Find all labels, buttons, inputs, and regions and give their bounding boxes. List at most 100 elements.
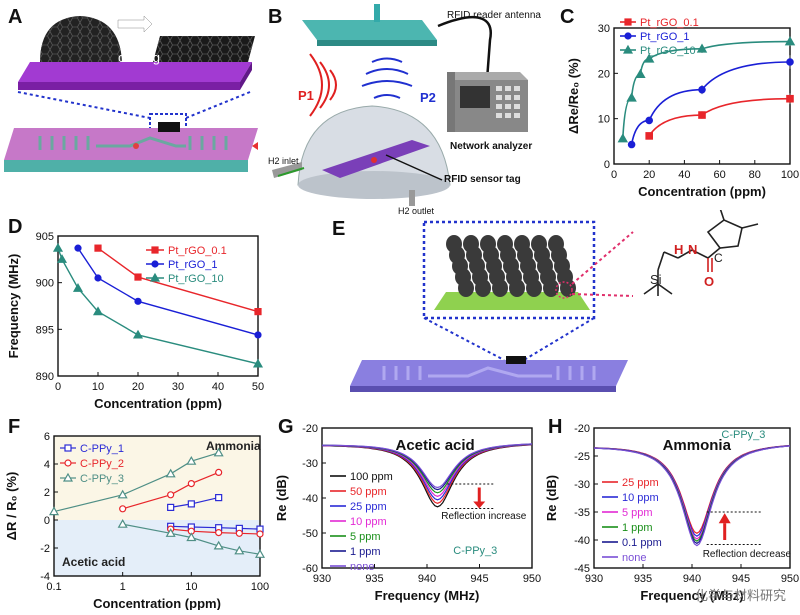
x-tick-label: 940 — [683, 573, 701, 585]
legend-label: 0.1 ppm — [622, 537, 662, 549]
h2-outlet-label: H2 outlet — [398, 206, 435, 215]
curve-none — [593, 445, 791, 547]
series-C-PPy_2 — [167, 525, 264, 538]
legend-label: 50 ppm — [350, 486, 387, 498]
rfid-tag-board-e — [350, 360, 628, 386]
chart-title: Ammonia — [663, 437, 732, 454]
plot-frame — [53, 435, 261, 577]
x-tick-label: 80 — [749, 169, 761, 181]
y-axis-label: Frequency (MHz) — [6, 254, 21, 359]
annotation-reflection: Reflection decrease — [703, 549, 792, 560]
y-tick-label: 0 — [44, 515, 50, 527]
legend-label: Pt_rGO_10 — [168, 273, 224, 285]
data-point — [254, 549, 266, 558]
legend-label: Pt_rGO_0.1 — [168, 245, 227, 257]
rfid-setup-illustration: RFID reader antenna Network analyzer P1 … — [268, 4, 541, 216]
y-axis-label: Re (dB) — [274, 475, 289, 521]
panel-label-d: D — [8, 216, 23, 238]
y-tick-label: 4 — [44, 459, 50, 471]
data-point — [626, 92, 637, 102]
legend-marker — [62, 472, 74, 482]
chart-d-frequency: 0 10 20 30 40 50 890 895 900 905 Concentration (pp… — [6, 231, 264, 411]
data-point — [698, 85, 706, 94]
tag-label: RFID sensor tag — [444, 174, 521, 185]
legend-marker — [64, 444, 72, 452]
x-tick-label: 20 — [643, 169, 655, 181]
x-tick-label: 0 — [611, 169, 617, 181]
annotation-reflection: Reflection increase — [441, 511, 526, 522]
chamber-dome — [297, 105, 451, 186]
legend-label: 1 ppm — [622, 522, 653, 534]
y-tick-label: 0 — [604, 159, 610, 171]
y-tick-label: 6 — [44, 431, 50, 443]
nanoparticle — [475, 279, 491, 297]
data-point — [256, 530, 264, 538]
x-tick-label: 930 — [585, 573, 603, 585]
chart-c-response: 0 20 40 60 80 100 0 10 20 30 Concentration (ppm) ΔR… — [566, 17, 799, 199]
spin-arrow-icon — [117, 15, 153, 33]
p2-label: P2 — [420, 90, 436, 105]
legend-label: 5 ppm — [622, 507, 653, 519]
x-tick-label: 940 — [418, 573, 436, 585]
series-C-PPy_3 — [117, 518, 266, 558]
x-tick-label: 10 — [185, 581, 197, 593]
data-point — [627, 140, 636, 149]
legend-label: C-PPy_2 — [80, 458, 124, 470]
atom-si: Si — [650, 272, 662, 287]
p1-label: P1 — [298, 88, 314, 103]
nanoparticle — [509, 279, 525, 297]
x-tick-label: 950 — [781, 573, 799, 585]
data-point — [119, 505, 127, 513]
data-point — [215, 468, 223, 477]
x-tick-label: 935 — [634, 573, 652, 585]
panel-g: G 930 935 940 945 950 -60 -50 -40 -30 -20 Frequenc… — [272, 410, 542, 610]
plot-frame — [57, 235, 259, 377]
legend-label: none — [350, 561, 374, 573]
panel-label-h: H — [548, 416, 563, 438]
ammonia-region — [54, 436, 260, 520]
x-axis-label: Concentration (ppm) — [93, 596, 221, 610]
chart-h-ammonia: 930 935 940 945 950 -45 -40 -35 -30 -25 -20 Frequen… — [544, 423, 799, 603]
data-point — [786, 58, 794, 66]
series-Pt_rGO_10 — [52, 242, 264, 368]
data-point — [698, 111, 706, 119]
arrow-down-icon — [473, 501, 486, 509]
series-none — [321, 443, 533, 489]
x-axis-label: Concentration (ppm) — [94, 396, 222, 410]
nanoparticle — [492, 279, 508, 297]
y-tick-label: -40 — [302, 493, 318, 505]
data-point — [234, 545, 245, 555]
data-point — [187, 500, 195, 508]
series-none — [593, 445, 791, 547]
data-point — [167, 491, 175, 499]
data-point — [617, 133, 629, 143]
y-tick-label: -2 — [40, 543, 50, 555]
data-point — [784, 36, 796, 46]
legend-label: Pt_rGO_1 — [168, 259, 218, 271]
y-tick-label: -35 — [574, 507, 590, 519]
nanoparticle — [543, 279, 559, 297]
y-tick-label: 900 — [36, 278, 54, 290]
legend-label: C-PPy_3 — [80, 473, 124, 485]
data-point — [215, 528, 223, 537]
data-point — [56, 254, 68, 263]
y-tick-label: -30 — [302, 458, 318, 470]
atom-h: H — [674, 242, 683, 257]
panel-label-f: F — [8, 416, 21, 438]
data-point — [132, 329, 144, 339]
x-tick-label: 100 — [781, 169, 799, 181]
purple-substrate — [18, 62, 252, 82]
panel-d: D 0 10 20 30 40 50 890 895 900 905 Concentration (… — [0, 210, 270, 411]
series-Pt_rGO_0.1 — [94, 244, 262, 316]
panel-label-a: A — [8, 6, 23, 28]
data-point — [186, 455, 197, 465]
data-point — [643, 53, 655, 63]
atom-c: C — [714, 251, 723, 265]
y-tick-label: -50 — [302, 528, 318, 540]
legend-label: 1 ppm — [350, 546, 381, 558]
panel-label-g: G — [278, 416, 294, 438]
series-Pt_rGO_0.1 — [645, 93, 794, 140]
annotation-ammonia: Ammonia — [206, 439, 261, 453]
x-tick-label: 40 — [212, 381, 224, 393]
spin-coating-illustration: Spin- coating — [4, 15, 258, 172]
